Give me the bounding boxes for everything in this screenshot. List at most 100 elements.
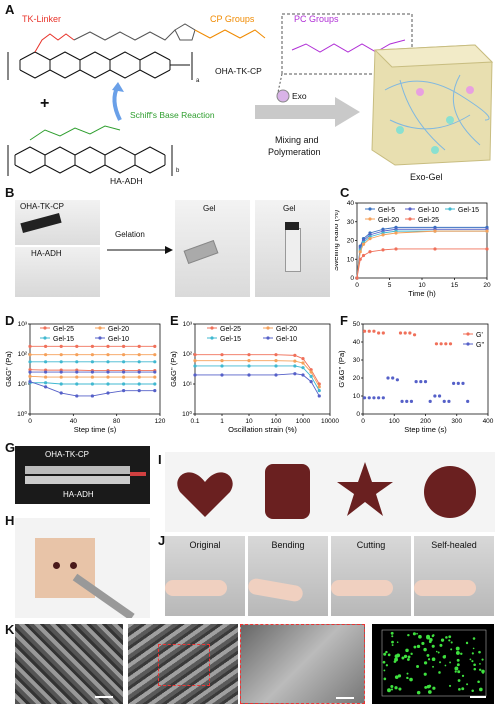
legend-label: Gel-20 [276, 326, 297, 333]
photo-b-oha-label: OHA-TK-CP [20, 202, 64, 211]
series-line [195, 365, 320, 391]
data-point [44, 370, 48, 374]
confocal-dot [445, 636, 448, 639]
data-point [247, 364, 251, 368]
data-point [75, 375, 79, 379]
confocal-dot [421, 641, 425, 645]
x-tick-label: 1000 [296, 418, 311, 425]
confocal-dot [448, 639, 451, 642]
confocal-dot [428, 640, 432, 644]
x-axis-label: Step time (s) [404, 425, 447, 434]
data-point [414, 380, 418, 384]
legend-marker [408, 217, 412, 221]
x-tick-label: 0.1 [190, 418, 199, 425]
photo-syringe: OHA-TK-CP HA-ADH [15, 446, 150, 504]
star-gel [337, 462, 393, 516]
data-point [75, 382, 79, 386]
panel-label-b: B [5, 185, 15, 200]
confocal-dot [390, 684, 394, 688]
confocal-image-m [372, 624, 494, 704]
confocal-dot [460, 652, 463, 656]
data-point [447, 399, 451, 403]
confocal-dot [416, 644, 421, 649]
confocal-dot [385, 664, 389, 667]
data-point [423, 380, 428, 384]
circle-gel [424, 466, 476, 518]
data-point [398, 331, 403, 335]
data-point [122, 382, 126, 386]
panel-label-d: D [5, 313, 15, 328]
cp-branch [194, 29, 266, 39]
data-point [137, 375, 141, 379]
oha-subscript-a: a [196, 78, 200, 84]
y-tick-label: 10¹ [183, 381, 193, 388]
data-point [485, 247, 489, 251]
data-point [394, 247, 398, 251]
data-point [28, 374, 32, 378]
mixing-label-1: Mixing and [275, 135, 319, 145]
data-point [137, 344, 141, 348]
photo-finger-cutting: Cutting [331, 536, 411, 616]
exo-particle [276, 89, 290, 103]
data-point [122, 344, 126, 348]
data-point [90, 344, 94, 348]
legend-label: Gel-20 [108, 326, 129, 333]
confocal-dot [413, 645, 417, 649]
y-tick-label: 10⁰ [182, 410, 192, 418]
legend-label: Gel-10 [418, 207, 439, 214]
sem-image-l-zoom [240, 624, 365, 704]
legend-marker [266, 326, 270, 330]
data-point [247, 359, 251, 363]
y-tick-label: 10¹ [18, 381, 28, 388]
pc-structure [291, 39, 406, 53]
panel-label-c: C [340, 185, 350, 200]
data-point [368, 237, 372, 241]
pc-callout-line [277, 73, 283, 93]
data-point [153, 375, 157, 379]
sem-image-k [15, 624, 123, 704]
schiff-label: Schiff's Base Reaction [130, 110, 215, 120]
data-point [220, 373, 224, 377]
gelation-label: Gelation [115, 230, 145, 239]
confocal-dot [448, 635, 452, 639]
data-point [367, 396, 371, 400]
confocal-dot [432, 686, 436, 690]
confocal-dot [456, 663, 460, 667]
y-tick-label: 10³ [18, 321, 28, 328]
legend-label: Gel-25 [53, 326, 74, 333]
data-point [439, 342, 443, 346]
data-point [220, 364, 224, 368]
confocal-dot [390, 688, 394, 691]
data-point [75, 394, 79, 398]
legend-label: Gel-25 [418, 217, 439, 224]
chart-c: 0 5 10 15 20 0 10 20 30 40 Time (h) Swelling Ratio … [335, 200, 491, 298]
confocal-dot [391, 640, 394, 644]
confocal-dot [440, 638, 445, 642]
confocal-dot [477, 680, 480, 684]
legend-marker [210, 336, 214, 340]
data-point [122, 375, 126, 379]
exo-gel-top [373, 44, 494, 68]
legend-marker [368, 207, 372, 211]
confocal-dot [427, 658, 431, 661]
y-axis-label: G&G'' (Pa) [169, 351, 178, 387]
data-point [442, 399, 446, 403]
y-tick-label: 0 [356, 411, 360, 418]
data-point [90, 375, 94, 379]
confocal-dot [409, 677, 413, 682]
adh-branch [29, 125, 121, 141]
legend-label: Gel-15 [458, 207, 479, 214]
y-tick-label: 10 [347, 256, 355, 263]
data-point [434, 342, 439, 346]
x-tick-label: 0 [355, 282, 359, 289]
data-point [437, 394, 442, 398]
x-tick-label: 80 [113, 418, 121, 425]
data-point [137, 389, 141, 393]
data-point [28, 380, 32, 384]
confocal-dot [461, 674, 465, 678]
oha-vial-body [20, 212, 62, 234]
data-point [247, 373, 251, 377]
confocal-dot [437, 651, 440, 654]
data-point [358, 250, 362, 254]
legend-label: Gel-25 [220, 326, 241, 333]
